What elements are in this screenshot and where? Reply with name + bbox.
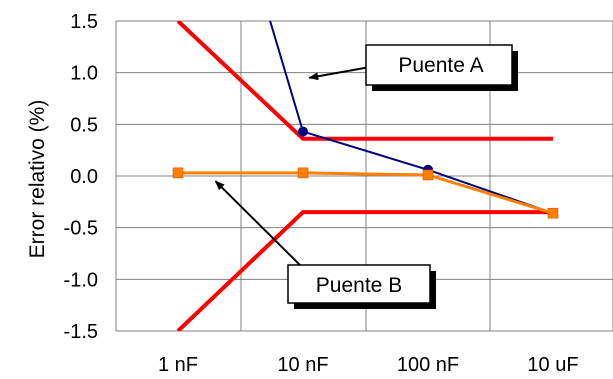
x-tick-label: 1 nF <box>158 354 198 376</box>
y-tick-label: -0.5 <box>64 218 98 240</box>
limit-line <box>176 21 553 141</box>
series-layer <box>172 21 559 331</box>
callout-arrow <box>214 180 304 269</box>
limit-line <box>176 210 553 331</box>
y-tick-label: 0.0 <box>70 166 98 188</box>
callout-label: Puente B <box>316 274 402 297</box>
tick-labels: 1.5 1.0 0.5 0.0 -0.5 -1.0 -1.5 1 nF 10 nF 100 nF 1… <box>64 11 579 376</box>
callout-box <box>287 264 431 304</box>
x-tick-label: 10 nF <box>277 354 328 376</box>
data-point <box>297 167 309 179</box>
x-tick-label: 10 uF <box>527 354 578 376</box>
y-tick-label: -1.5 <box>64 321 98 343</box>
y-axis-title: Error relativo (%) <box>26 100 49 259</box>
y-tick-label: 0.5 <box>70 114 98 136</box>
data-point <box>422 169 434 181</box>
plot-area <box>176 21 554 331</box>
data-point <box>172 167 184 179</box>
callout-arrow <box>308 66 371 81</box>
series-line <box>269 21 554 215</box>
data-point <box>547 207 559 219</box>
x-tick-label: 100 nF <box>397 354 459 376</box>
data-point <box>298 126 308 137</box>
y-tick-label: 1.0 <box>70 63 98 85</box>
y-tick-label: -1.0 <box>64 269 98 291</box>
callout-box <box>365 44 513 86</box>
y-tick-label: 1.5 <box>70 11 98 33</box>
callouts: Puente A Puente B <box>214 44 518 309</box>
series-line <box>178 171 554 215</box>
callout-label: Puente A <box>398 54 483 77</box>
